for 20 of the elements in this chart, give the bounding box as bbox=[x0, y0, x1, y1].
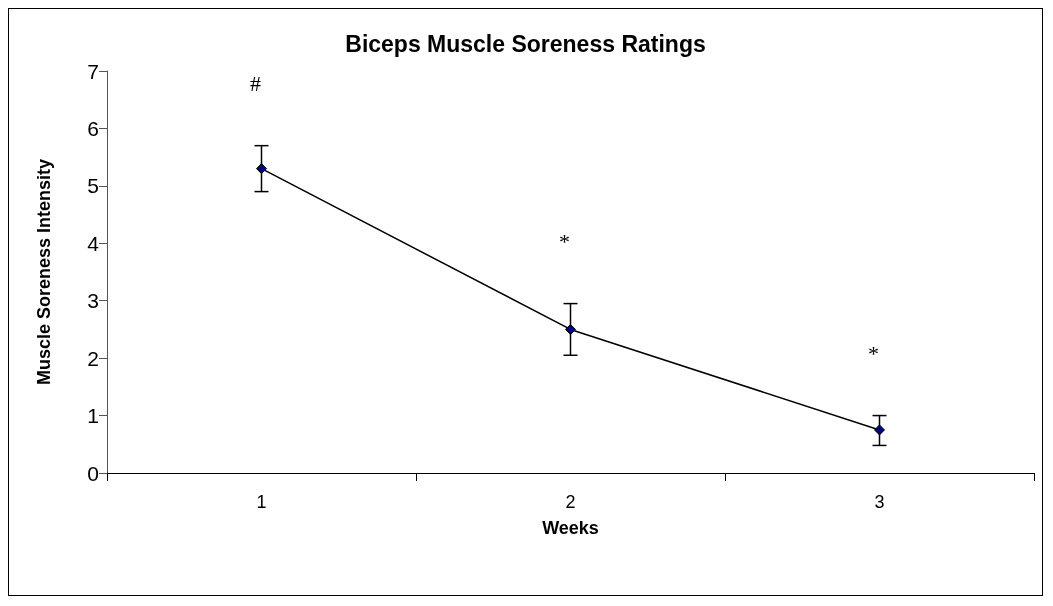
y-tick-label: 5 bbox=[87, 174, 99, 198]
annotation: * bbox=[559, 229, 570, 255]
annotation: * bbox=[868, 341, 879, 367]
y-tick-label: 7 bbox=[87, 59, 99, 83]
chart-title: Biceps Muscle Soreness Ratings bbox=[345, 30, 706, 57]
y-tick-label: 6 bbox=[87, 116, 99, 140]
y-tick-label: 4 bbox=[87, 231, 100, 255]
y-tick-label: 2 bbox=[87, 346, 99, 370]
x-tick-label: 1 bbox=[256, 492, 267, 512]
point bbox=[874, 424, 885, 436]
point bbox=[256, 163, 267, 175]
x-tick-label: 3 bbox=[874, 492, 885, 512]
point bbox=[565, 323, 576, 335]
y-axis-title: Muscle Soreness Intensity bbox=[34, 158, 54, 386]
annotation: # bbox=[250, 71, 261, 97]
x-tick-label: 2 bbox=[565, 492, 576, 512]
y-tick-label: 3 bbox=[87, 289, 99, 313]
y-tick-label: 1 bbox=[87, 404, 99, 428]
y-tick-label: 0 bbox=[87, 461, 99, 485]
x-axis-title: Weeks bbox=[542, 518, 599, 538]
